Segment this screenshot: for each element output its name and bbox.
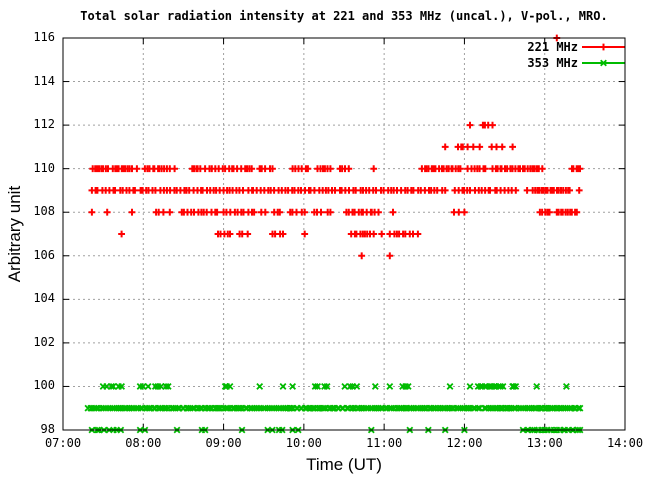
y-tick-label: 106 (33, 247, 55, 262)
legend-sample-353mhz (582, 59, 625, 67)
legend-item-353mhz: 353 MHz (527, 56, 578, 70)
x-tick-label: 08:00 (125, 436, 162, 450)
y-tick-label: 104 (33, 291, 55, 306)
y-tick-label: 110 (33, 160, 55, 175)
x-tick-label: 11:00 (366, 436, 403, 450)
x-axis-label: Time (UT) (306, 455, 382, 474)
y-tick-label: 108 (33, 204, 55, 219)
y-tick-label: 102 (33, 334, 55, 349)
x-tick-label: 07:00 (44, 436, 82, 450)
series-353-mhz-points (84, 382, 584, 434)
y-tick-label: 98 (40, 422, 55, 436)
y-tick-label: 112 (33, 117, 55, 132)
tick-marks (62, 37, 626, 431)
y-tick-label: 114 (33, 73, 55, 88)
x-tick-label: 12:00 (446, 436, 483, 450)
x-tick-label: 09:00 (205, 436, 242, 450)
plot-border (62, 37, 626, 431)
gridlines (63, 38, 625, 430)
y-axis-label: Arbitrary unit (5, 185, 24, 283)
chart-title: Total solar radiation intensity at 221 a… (80, 9, 608, 23)
x-tick-label: 13:00 (526, 436, 563, 450)
series-221-mhz-points (88, 34, 584, 260)
x-tick-label: 14:00 (606, 436, 644, 450)
y-tick-label: 116 (33, 30, 55, 44)
legend-samples (582, 43, 625, 67)
legend-sample-221mhz (582, 43, 625, 51)
legend-item-221mhz: 221 MHz (527, 40, 578, 54)
x-tick-label: 10:00 (285, 436, 322, 450)
y-tick-label: 100 (33, 378, 55, 393)
